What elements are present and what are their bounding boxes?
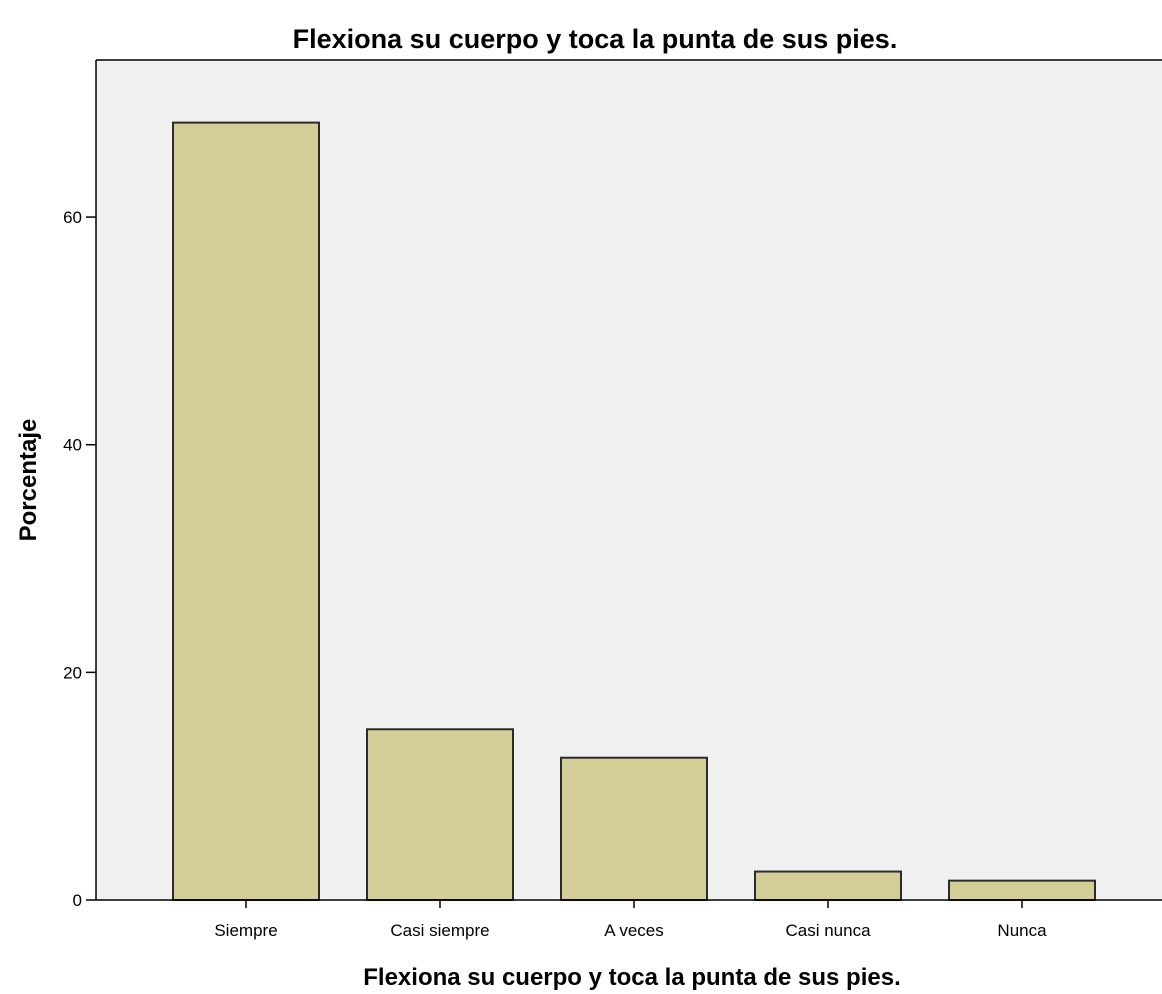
x-axis-title: Flexiona su cuerpo y toca la punta de su… xyxy=(363,964,900,991)
x-tick-label: Siempre xyxy=(214,921,277,940)
bar-nunca xyxy=(948,879,1096,901)
x-tick-label: Casi siempre xyxy=(390,921,489,940)
y-ticks-group: 0 20 40 60 xyxy=(63,208,96,910)
chart-title: Flexiona su cuerpo y toca la punta de su… xyxy=(293,24,898,54)
y-tick-label: 0 xyxy=(73,891,82,910)
bar-siempre xyxy=(172,121,320,901)
bar-casi-siempre xyxy=(366,728,514,902)
y-tick-label: 40 xyxy=(63,436,82,455)
y-tick-label: 60 xyxy=(63,208,82,227)
axes-group xyxy=(95,59,1162,901)
bar-casi-nunca xyxy=(754,870,902,902)
x-tick-label: A veces xyxy=(604,921,664,940)
x-tick-label: Casi nunca xyxy=(785,921,871,940)
x-tick-label: Nunca xyxy=(997,921,1047,940)
bars-group xyxy=(172,121,1096,902)
bar-a-veces xyxy=(560,756,708,901)
y-tick-label: 20 xyxy=(63,663,82,682)
y-axis-title: Porcentaje xyxy=(15,419,42,542)
x-labels-group: Siempre Casi siempre A veces Casi nunca Nunc… xyxy=(214,900,1047,940)
